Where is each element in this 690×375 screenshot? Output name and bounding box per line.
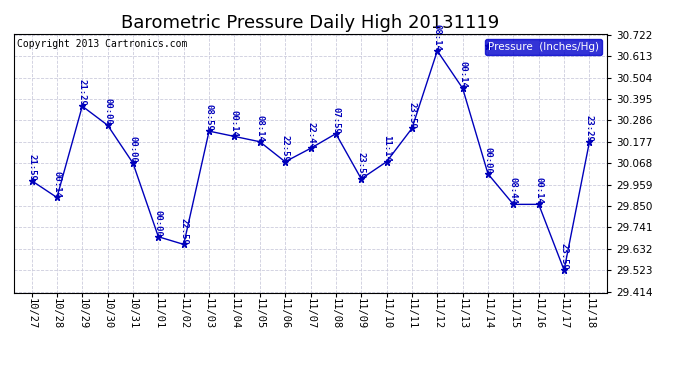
Pressure  (Inches/Hg): [560, 268, 569, 272]
Text: 08:44: 08:44: [509, 177, 518, 204]
Text: 00:00: 00:00: [128, 136, 137, 163]
Text: 22:44: 22:44: [306, 122, 315, 148]
Pressure  (Inches/Hg): [281, 159, 289, 164]
Pressure  (Inches/Hg): [230, 134, 239, 139]
Pressure  (Inches/Hg): [459, 86, 467, 91]
Pressure  (Inches/Hg): [408, 126, 416, 130]
Text: 08:59: 08:59: [204, 104, 214, 131]
Text: 00:00: 00:00: [103, 98, 112, 125]
Text: 23:59: 23:59: [407, 102, 417, 128]
Pressure  (Inches/Hg): [509, 202, 518, 207]
Text: 22:59: 22:59: [179, 217, 188, 244]
Text: 08:14: 08:14: [433, 24, 442, 51]
Pressure  (Inches/Hg): [357, 177, 366, 181]
Text: 00:00: 00:00: [484, 147, 493, 174]
Pressure  (Inches/Hg): [78, 104, 86, 108]
Pressure  (Inches/Hg): [179, 242, 188, 247]
Text: 23:59: 23:59: [357, 152, 366, 179]
Pressure  (Inches/Hg): [332, 131, 340, 136]
Pressure  (Inches/Hg): [433, 49, 442, 53]
Text: 11:14: 11:14: [382, 135, 391, 162]
Text: 00:14: 00:14: [534, 177, 543, 204]
Text: 00:14: 00:14: [52, 171, 61, 198]
Pressure  (Inches/Hg): [205, 129, 213, 134]
Pressure  (Inches/Hg): [382, 159, 391, 164]
Text: Copyright 2013 Cartronics.com: Copyright 2013 Cartronics.com: [17, 39, 187, 49]
Legend: Pressure  (Inches/Hg): Pressure (Inches/Hg): [485, 39, 602, 55]
Pressure  (Inches/Hg): [104, 123, 112, 128]
Pressure  (Inches/Hg): [484, 172, 492, 176]
Pressure  (Inches/Hg): [535, 202, 543, 207]
Pressure  (Inches/Hg): [52, 195, 61, 200]
Pressure  (Inches/Hg): [129, 161, 137, 165]
Pressure  (Inches/Hg): [306, 146, 315, 151]
Text: 21:59: 21:59: [27, 154, 36, 181]
Text: 21:29: 21:29: [78, 80, 87, 106]
Pressure  (Inches/Hg): [154, 234, 162, 239]
Text: 08:14: 08:14: [255, 115, 264, 142]
Text: 00:00: 00:00: [154, 210, 163, 237]
Pressure  (Inches/Hg): [28, 178, 36, 183]
Pressure  (Inches/Hg): [585, 140, 593, 144]
Text: 07:59: 07:59: [331, 107, 340, 134]
Text: 22:59: 22:59: [281, 135, 290, 162]
Text: 23:29: 23:29: [585, 115, 594, 142]
Pressure  (Inches/Hg): [255, 140, 264, 144]
Line: Pressure  (Inches/Hg): Pressure (Inches/Hg): [28, 47, 593, 274]
Title: Barometric Pressure Daily High 20131119: Barometric Pressure Daily High 20131119: [121, 14, 500, 32]
Text: 00:14: 00:14: [230, 110, 239, 136]
Text: 23:59: 23:59: [560, 243, 569, 270]
Text: 00:14: 00:14: [458, 62, 467, 88]
